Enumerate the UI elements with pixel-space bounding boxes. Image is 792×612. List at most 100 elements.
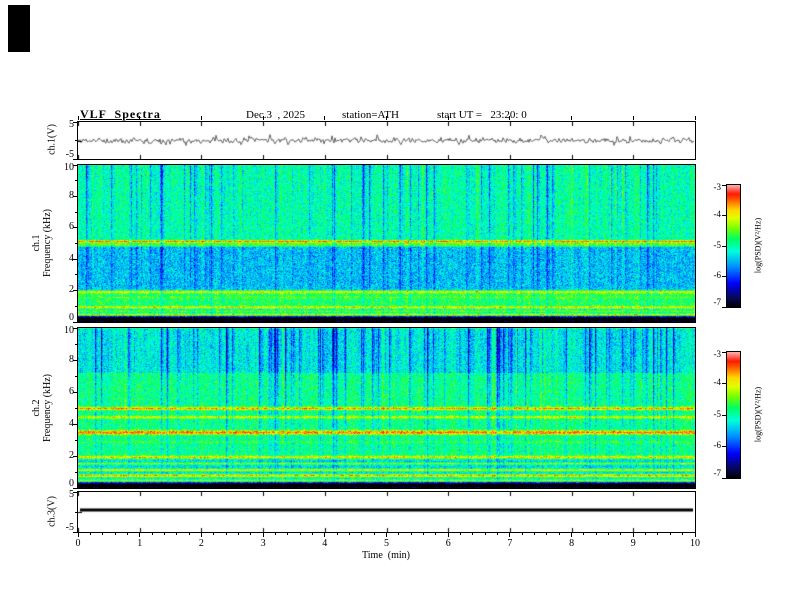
y-tick [73,121,78,123]
colorbar-tick [722,477,726,479]
y-tick-label: 2 [69,284,74,296]
y-minor-tick [75,140,78,141]
colorbar-ch1 [726,184,741,308]
x-minor-tick [682,533,684,535]
x-tick-label: 4 [322,538,328,549]
x-tick [386,533,387,537]
x-tick [571,533,573,537]
colorbar-tick [722,215,726,216]
y-tick-label: 5 [69,119,74,130]
x-tick-label: 9 [630,538,636,549]
ch1-waveform-panel [77,121,696,160]
x-minor-tick [176,533,178,535]
x-minor-tick [274,533,276,535]
x-top-tick [262,116,264,120]
y-minor-tick [75,471,78,473]
x-minor-tick [497,533,499,535]
y-tick-label: 4 [69,252,74,264]
y-tick-label: 2 [69,449,74,461]
x-tick [77,533,79,537]
x-minor-tick [645,533,647,535]
ch3-waveform-panel [77,491,696,533]
colorbar-tick-label: -3 [713,349,722,359]
time-axis-label: Time (min) [362,550,410,561]
x-tick-label: 0 [75,538,81,549]
x-minor-tick [398,533,400,535]
x-minor-tick [311,533,313,535]
ch1-frequency-axis-label-line2: Frequency (kHz) [42,208,53,278]
colorbar-tick-label: -3 [713,182,722,192]
x-minor-tick [151,533,153,535]
y-tick-label: 10 [64,162,74,173]
colorbar-tick-label: -4 [713,377,722,387]
ch1-frequency-axis-label: ch.1 Frequency (kHz) [31,183,53,303]
y-tick [73,227,78,229]
y-tick-label: 5 [69,489,74,500]
x-minor-tick [595,533,597,535]
y-minor-tick [75,511,78,513]
y-minor-tick [75,407,78,409]
ch2-spectrogram-canvas [78,328,695,488]
y-tick-label: 0 [69,312,74,323]
x-minor-tick [114,533,116,535]
y-minor-tick [75,343,78,345]
colorbar-tick-label: -7 [713,297,722,307]
y-tick [73,391,78,393]
x-top-tick [200,116,202,120]
x-minor-tick [237,533,239,535]
y-minor-tick [75,375,78,377]
x-minor-tick [608,533,610,535]
y-minor-tick [75,439,78,441]
colorbar-tick-label: -4 [713,209,722,219]
x-top-tick [632,116,634,120]
x-tick [324,533,326,537]
x-tick [694,533,696,537]
colorbar-tick [722,446,726,447]
x-minor-tick [361,533,363,535]
x-minor-tick [657,533,659,535]
x-tick [262,533,264,537]
colorbar-ch1-gradient [727,185,740,307]
ch2-frequency-axis-label-line2: Frequency (kHz) [42,373,53,443]
x-minor-tick [558,533,560,535]
x-minor-tick [546,533,548,535]
x-tick-label: 8 [569,538,575,549]
corner-artifact [8,5,30,52]
colorbar-tick [722,306,726,308]
y-tick-label: 0 [69,478,74,489]
y-tick-label: 10 [64,325,74,336]
colorbar-tick [722,351,726,353]
ch2-frequency-axis-label-line1: ch.2 [31,399,42,417]
x-tick [139,533,141,537]
colorbar-ch2-label: log(PSD)(V²/Hz) [753,386,763,443]
y-tick-label: -5 [65,522,74,533]
figure-title: VLF Spectra [80,107,161,121]
y-tick [73,258,78,260]
ch1-spectrogram-panel [77,164,696,323]
y-tick-label: -5 [65,149,74,160]
colorbar-tick [722,184,726,186]
ch1-spectrogram-canvas [78,165,695,322]
y-tick [73,487,78,489]
x-top-tick [447,116,449,120]
x-minor-tick [188,533,190,535]
y-tick [73,423,78,425]
y-tick [73,321,78,323]
colorbar-tick [722,383,726,384]
x-tick [509,533,511,537]
x-top-tick [139,116,141,120]
y-tick [73,531,78,533]
y-tick-label: 6 [69,385,74,397]
colorbar-ch2-gradient [727,352,740,478]
x-tick-label: 7 [507,538,513,549]
x-minor-tick [225,533,227,535]
y-minor-tick [75,243,78,244]
x-minor-tick [583,533,585,535]
x-minor-tick [410,533,412,535]
figure-start-ut: start UT = 23:20: 0 [437,109,527,121]
x-minor-tick [299,533,301,535]
x-top-tick [386,116,387,120]
x-top-tick [324,116,326,120]
ch2-frequency-axis-label: ch.2 Frequency (kHz) [31,348,53,468]
y-tick-label: 4 [69,417,74,429]
